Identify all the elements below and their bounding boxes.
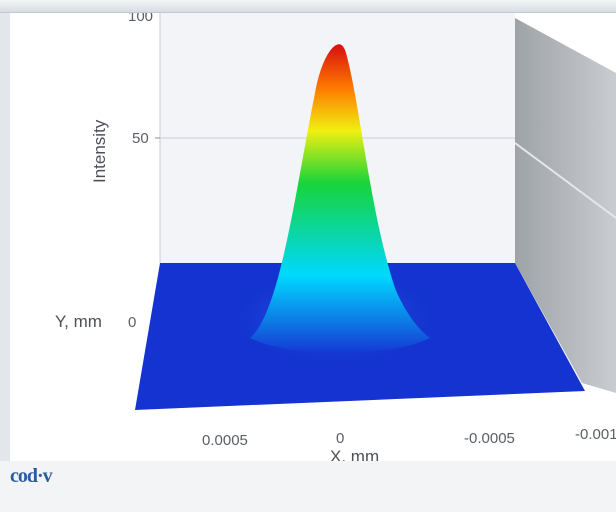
intensity-peak (250, 44, 430, 353)
side-wall (515, 18, 616, 393)
footer: cod·v (0, 461, 616, 512)
y-tick-label: 0 (128, 314, 136, 331)
z-tick-label: 50 (132, 130, 149, 147)
x-tick-label: -0.001 (575, 426, 616, 443)
y-axis-title: Y, mm (55, 312, 102, 331)
plot-panel: 100 50 Intensity Y, mm 0 0.0005 0 -0.000… (10, 13, 616, 461)
x-tick-label: 0.0005 (202, 432, 248, 449)
z-axis-title: Intensity (90, 119, 109, 183)
title-bar (0, 0, 616, 13)
intensity-surface-plot[interactable]: 100 50 Intensity Y, mm 0 0.0005 0 -0.000… (10, 13, 616, 461)
x-tick-label: -0.0005 (464, 430, 515, 447)
x-tick-label: 0 (336, 430, 344, 447)
x-axis-title: X, mm (330, 447, 379, 461)
z-tick-label: 100 (128, 13, 153, 25)
brand-logo[interactable]: cod·v (10, 465, 53, 487)
side-wall-gridline (514, 142, 616, 219)
